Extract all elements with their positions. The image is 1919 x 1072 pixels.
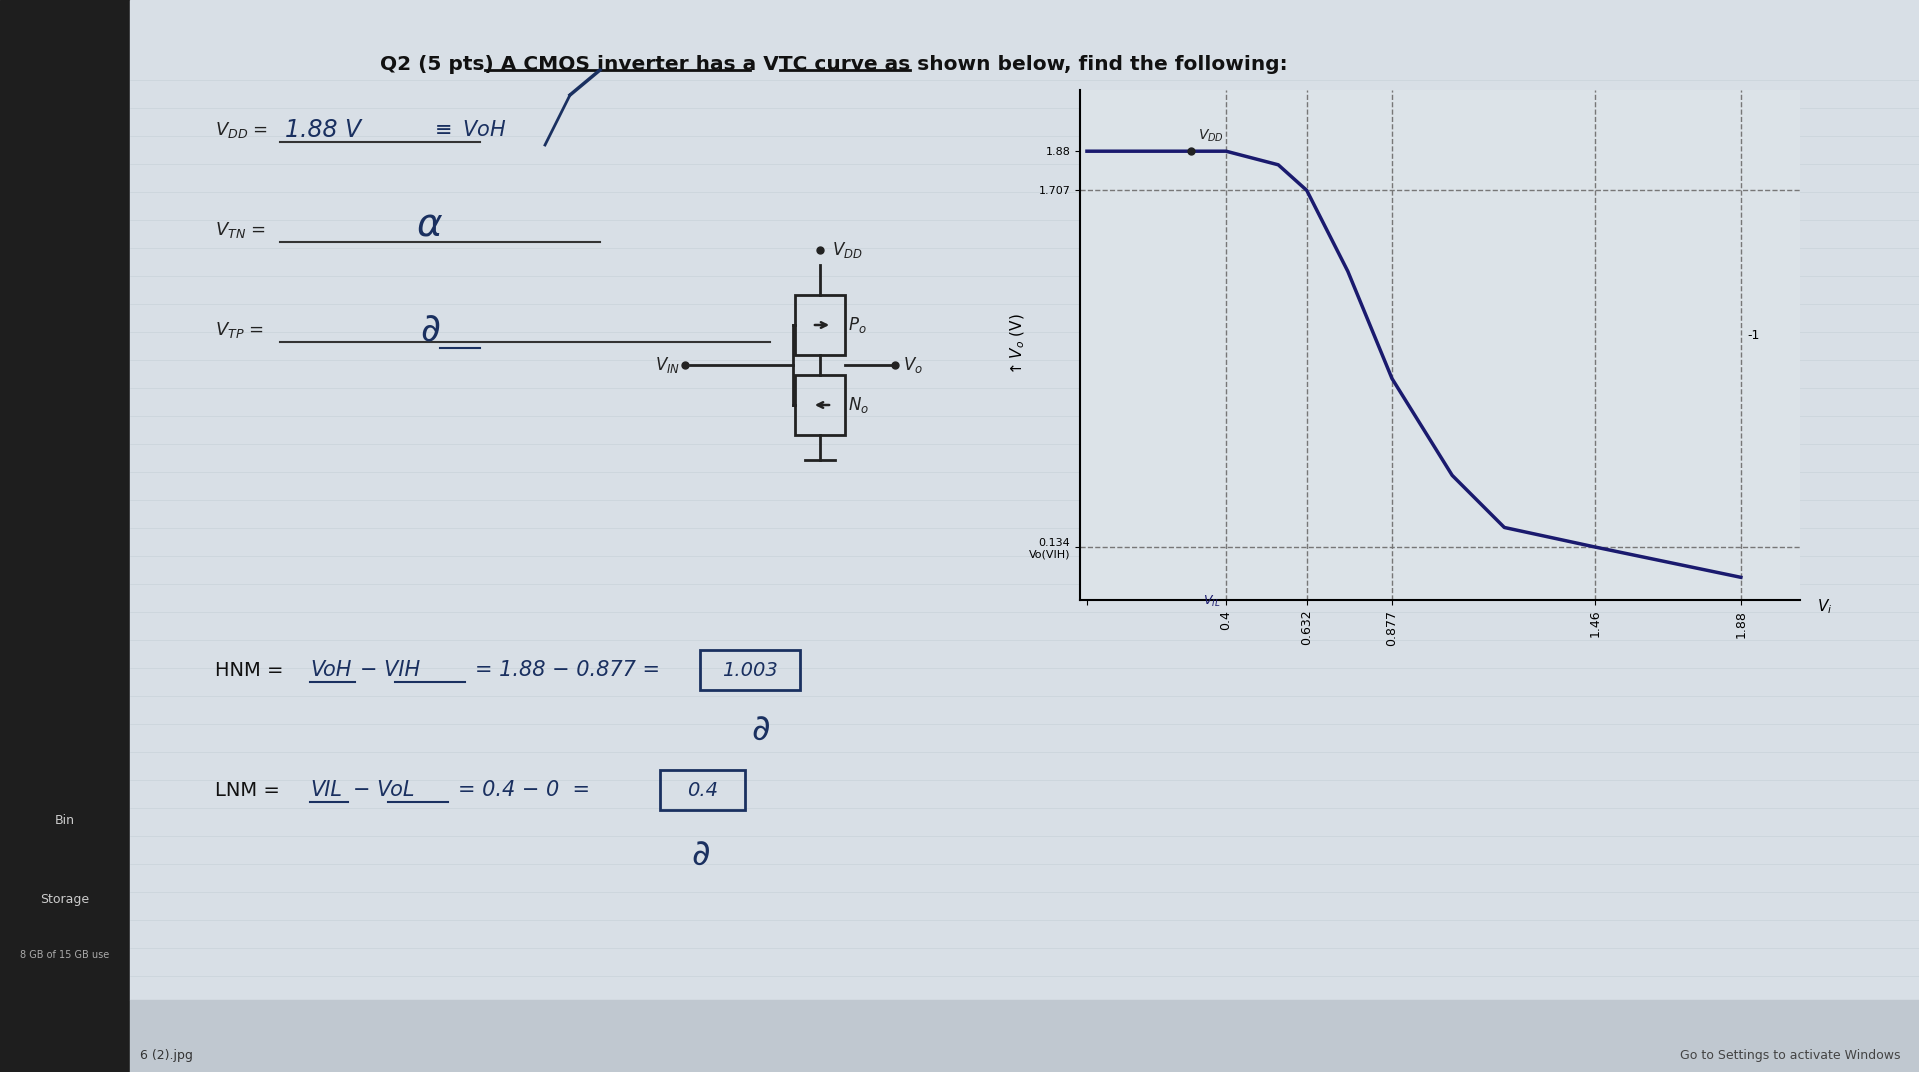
Text: $V_{TN}$ =: $V_{TN}$ = [215,220,267,240]
Text: Go to Settings to activate Windows: Go to Settings to activate Windows [1679,1048,1900,1061]
Bar [0,0,130,1072]
Text: -1: -1 [1748,329,1760,342]
Text: 1.88 V: 1.88 V [286,118,361,142]
Text: − VoL: − VoL [353,780,415,800]
Text: 8 GB of 15 GB use: 8 GB of 15 GB use [21,950,109,961]
Bar [794,295,844,355]
Bar [700,650,800,690]
Text: VoH: VoH [311,660,351,680]
Text: $\partial$: $\partial$ [691,838,710,872]
Text: $P_o$: $P_o$ [848,315,867,334]
Text: $V_{IL}$: $V_{IL}$ [1203,594,1220,609]
Text: − VIH: − VIH [361,660,420,680]
Text: = 1.88 − 0.877 =: = 1.88 − 0.877 = [476,660,660,680]
Text: Bin: Bin [56,814,75,827]
Text: $V_i$: $V_i$ [1817,597,1833,616]
Text: $\partial$: $\partial$ [420,311,439,349]
Bar [660,770,745,810]
Text: 6 (2).jpg: 6 (2).jpg [140,1048,194,1061]
Text: $V_{DD}$: $V_{DD}$ [833,240,864,260]
Text: $N_o$: $N_o$ [848,394,869,415]
Text: $V_{TP}$ =: $V_{TP}$ = [215,321,265,340]
Text: HNM =: HNM = [215,660,290,680]
Text: VIL: VIL [311,780,342,800]
Text: $\partial$: $\partial$ [750,713,770,747]
Text: $V_{DD}$: $V_{DD}$ [1197,128,1224,145]
Bar [794,375,844,435]
Text: $V_{DD}$ =: $V_{DD}$ = [215,120,269,140]
Text: LNM =: LNM = [215,780,286,800]
Text: $\alpha$: $\alpha$ [416,206,443,244]
Text: 1.003: 1.003 [722,660,777,680]
Bar [130,1000,1919,1072]
Text: Q2 (5 pts) A CMOS inverter has a VTC curve as shown below, find the following:: Q2 (5 pts) A CMOS inverter has a VTC cur… [380,55,1288,74]
Text: $\equiv$ VoH: $\equiv$ VoH [430,120,507,140]
Text: Storage: Storage [40,893,90,907]
Text: = 0.4 − 0  =: = 0.4 − 0 = [459,780,589,800]
Text: $V_o$: $V_o$ [904,355,923,375]
Text: $V_{IN}$: $V_{IN}$ [654,355,679,375]
Text: 0.4: 0.4 [687,780,718,800]
Y-axis label: $\uparrow V_o$ (V): $\uparrow V_o$ (V) [1009,313,1027,377]
